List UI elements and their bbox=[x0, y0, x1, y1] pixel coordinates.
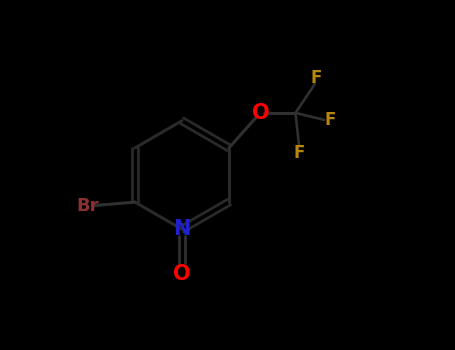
Text: Br: Br bbox=[76, 197, 99, 215]
Text: F: F bbox=[325, 111, 336, 129]
Text: F: F bbox=[293, 144, 305, 162]
Text: F: F bbox=[311, 69, 322, 87]
Text: N: N bbox=[173, 219, 191, 239]
Text: O: O bbox=[173, 264, 191, 284]
Text: O: O bbox=[252, 103, 269, 123]
